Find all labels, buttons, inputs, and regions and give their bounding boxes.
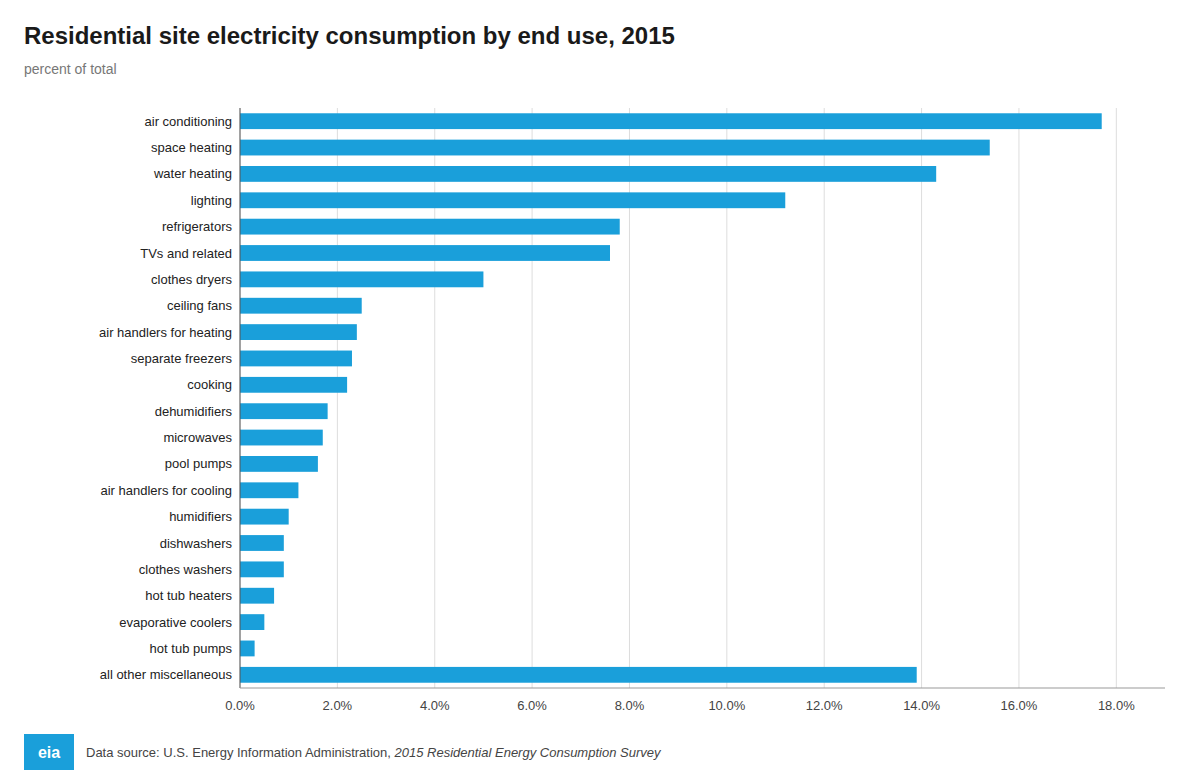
logo-box	[24, 734, 74, 770]
tick-label: 10.0%	[708, 698, 745, 713]
category-label: humidifiers	[169, 509, 232, 524]
bar	[240, 140, 990, 156]
grid-line	[1116, 108, 1117, 688]
category-label: cooking	[187, 377, 232, 392]
category-label: all other miscellaneous	[100, 667, 233, 682]
logo: eia	[24, 734, 74, 770]
bar	[240, 298, 362, 314]
category-label: hot tub heaters	[145, 588, 232, 603]
bar	[240, 456, 318, 472]
title: Residential site electricity consumption…	[24, 22, 675, 49]
bar	[240, 614, 264, 630]
tick-label: 4.0%	[420, 698, 450, 713]
bar	[240, 192, 785, 208]
grid-line	[240, 108, 241, 688]
category-label: air handlers for heating	[99, 325, 232, 340]
bar	[240, 377, 347, 393]
bar	[240, 561, 284, 577]
bar	[240, 535, 284, 551]
tick-label: 12.0%	[806, 698, 843, 713]
bar	[240, 588, 274, 604]
category-label: TVs and related	[140, 246, 232, 261]
chart-svg: Residential site electricity consumption…	[0, 0, 1200, 780]
category-label: ceiling fans	[167, 298, 233, 313]
x-axis-line	[240, 688, 1165, 689]
y-axis-line	[240, 108, 241, 688]
bar	[240, 482, 298, 498]
category-label: refrigerators	[162, 219, 233, 234]
category-label: evaporative coolers	[119, 615, 232, 630]
bars	[240, 113, 1102, 682]
category-label: space heating	[151, 140, 232, 155]
grid-line	[921, 108, 922, 688]
bar	[240, 403, 328, 419]
bar	[240, 113, 1102, 129]
category-label: separate freezers	[131, 351, 233, 366]
source-italic: 2015 Residential Energy Consumption Surv…	[394, 745, 662, 760]
category-label: lighting	[191, 193, 232, 208]
tick-label: 14.0%	[903, 698, 940, 713]
tick-label: 2.0%	[323, 698, 353, 713]
tick-label: 8.0%	[615, 698, 645, 713]
category-label: clothes washers	[139, 562, 233, 577]
bar	[240, 166, 936, 182]
source-text: Data source: U.S. Energy Information Adm…	[86, 745, 395, 760]
grid-line	[1018, 108, 1019, 688]
category-label: dehumidifiers	[155, 404, 233, 419]
bar	[240, 641, 255, 657]
category-label: water heating	[153, 166, 232, 181]
grid-line	[824, 108, 825, 688]
x-tick-labels: 0.0% 2.0% 4.0% 6.0% 8.0% 10.0% 12.0% 14.0% 16.0%…	[225, 698, 1135, 713]
category-label: hot tub pumps	[150, 641, 233, 656]
subtitle: percent of total	[24, 61, 117, 77]
tick-label: 18.0%	[1098, 698, 1135, 713]
grid	[240, 108, 1116, 688]
bar	[240, 245, 610, 261]
bar	[240, 667, 917, 683]
bar	[240, 351, 352, 367]
tick-label: 16.0%	[1001, 698, 1038, 713]
category-label: air handlers for cooling	[100, 483, 232, 498]
category-labels: air conditioning space heating water heati…	[99, 114, 232, 683]
category-label: pool pumps	[165, 456, 233, 471]
tick-label: 6.0%	[517, 698, 547, 713]
category-label: air conditioning	[145, 114, 232, 129]
bar	[240, 271, 483, 287]
tick-label: 0.0%	[225, 698, 255, 713]
category-label: clothes dryers	[151, 272, 232, 287]
chart-container: Residential site electricity consumption…	[0, 0, 1200, 780]
bar	[240, 509, 289, 525]
source: Data source: U.S. Energy Information Adm…	[86, 745, 662, 760]
bar	[240, 430, 323, 446]
bar	[240, 219, 620, 235]
category-label: microwaves	[163, 430, 232, 445]
logo-text: eia	[38, 744, 60, 761]
category-label: dishwashers	[160, 536, 233, 551]
bar	[240, 324, 357, 340]
